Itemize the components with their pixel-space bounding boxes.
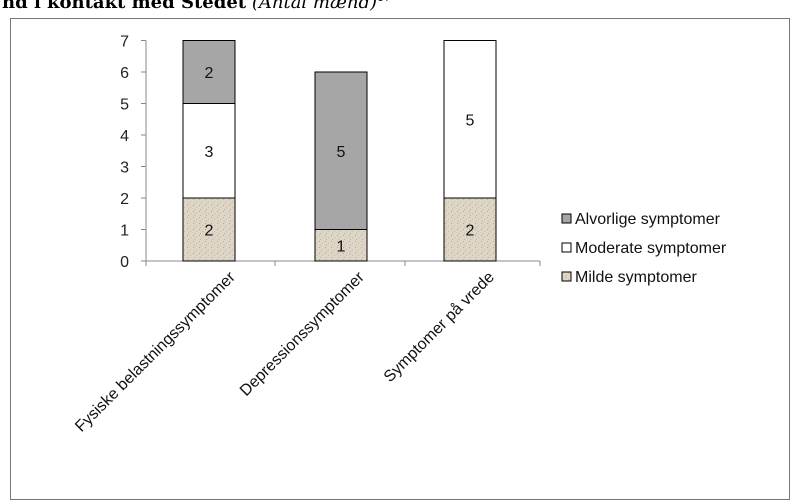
chart-title-footnote: 17 [377,0,391,4]
bar-segment [443,40,497,199]
bar-segment [314,71,368,230]
data-label: 2 [205,65,214,82]
x-category-label: Fysiske belastningssymptomer [72,268,239,435]
legend-label: Milde symptomer [575,269,697,286]
legend-swatch [561,271,572,282]
y-tick-label: 7 [120,34,129,51]
chart-frame [10,18,790,500]
y-tick-label: 5 [120,97,129,114]
legend-swatch [561,213,572,224]
y-tick-label: 2 [120,191,129,208]
data-label: 2 [205,223,214,240]
bar-segment [443,197,497,262]
y-tick-label: 1 [120,223,129,240]
data-label: 5 [337,144,346,161]
y-tick-label: 6 [120,65,129,82]
data-label: 3 [205,144,214,161]
x-category-label: Symptomer på vrede [380,268,498,386]
legend-label: Alvorlige symptomer [575,211,721,228]
data-label: 1 [337,238,346,255]
data-label: 2 [466,223,475,240]
bar-segment [182,103,236,199]
chart-title-bold: nd i kontakt med Stedet [2,0,247,13]
y-tick-label: 0 [120,254,129,271]
y-tick-label: 3 [120,160,129,177]
legend-swatch [561,242,572,253]
data-label: 5 [466,112,475,129]
bar-segment [182,40,236,104]
legend-label: Moderate symptomer [575,240,727,257]
chart-title: nd i kontakt med Stedet (Antal mænd)17 [2,0,391,15]
chart-title-italic: (Antal mænd) [251,0,378,13]
y-tick-label: 4 [120,128,129,145]
x-category-label: Depressionssymptomer [237,268,368,399]
bar-segment [182,197,236,262]
